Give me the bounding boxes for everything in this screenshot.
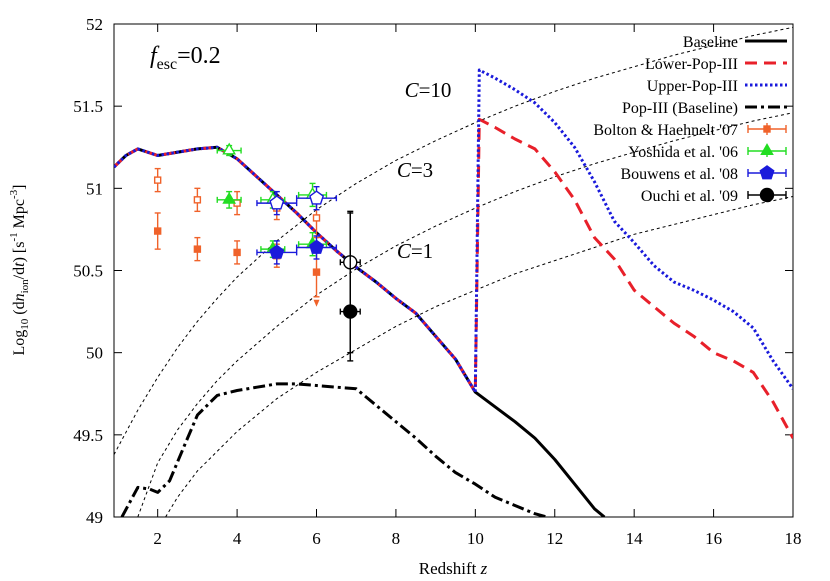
x-tick-label: 2 xyxy=(153,529,162,548)
y-tick-label: 52 xyxy=(86,15,103,34)
clumping-curve xyxy=(114,26,793,455)
ylabel-a: Log xyxy=(11,330,28,356)
legend-label: Yoshida et al. '06 xyxy=(628,144,738,161)
x-tick-label: 16 xyxy=(705,529,722,548)
ylabel-b: 10 xyxy=(19,318,31,330)
data-point-circle xyxy=(759,187,775,203)
ylabel-f: /d xyxy=(11,267,28,279)
y-axis-label: Log10 (dnion/dt) [s-1 Mpc-3] xyxy=(8,185,31,356)
ylabel-h: ) [s xyxy=(11,242,28,263)
data-point-square xyxy=(153,227,162,235)
series-line xyxy=(114,68,793,394)
clumping-curve xyxy=(137,112,793,517)
legend-label: Lower-Pop-III xyxy=(645,56,738,73)
data-point-square xyxy=(193,196,202,204)
ylabel-c: (d xyxy=(11,301,28,318)
model-lines xyxy=(114,68,793,517)
data-point-pentagon xyxy=(759,165,775,180)
fesc-value: =0.2 xyxy=(177,43,221,69)
data-point-square xyxy=(233,248,241,257)
clumping-label-val: =1 xyxy=(411,239,433,263)
data-point-triangle xyxy=(222,191,237,204)
clumping-label: C=10 xyxy=(405,78,452,102)
axis-ticks: 2 4 6 8 10 12 14 16 18 49 49.5 50 50.5 51 51.5 52 xyxy=(73,15,801,548)
legend-label: Bouwens et al. '08 xyxy=(620,166,738,183)
x-tick-label: 6 xyxy=(312,529,321,548)
legend-label: Upper-Pop-III xyxy=(647,78,738,95)
clumping-label-val: =3 xyxy=(411,158,433,182)
ylabel-e: ion xyxy=(19,279,31,294)
data-point-square xyxy=(193,245,202,253)
data-point-pentagon xyxy=(309,239,325,254)
series-line xyxy=(120,382,548,517)
upper-limit-arrow xyxy=(313,299,320,307)
x-tick-label: 18 xyxy=(785,529,802,548)
data-point-pentagon xyxy=(269,195,285,210)
clumping-label: C=3 xyxy=(397,158,433,182)
x-tick-label: 4 xyxy=(233,529,242,548)
x-tick-label: 10 xyxy=(467,529,484,548)
y-tick-label: 51.5 xyxy=(73,97,103,116)
data-point-pentagon xyxy=(269,244,285,259)
ylabel-i: -1 xyxy=(8,232,20,241)
observations xyxy=(153,142,361,362)
curve-labels: C=10C=3C=1 xyxy=(397,78,452,263)
y-tick-label: 50.5 xyxy=(73,262,103,281)
ylabel-k: -3 xyxy=(8,189,20,199)
legend-label: Bolton & Haehnelt '07 xyxy=(593,122,738,139)
y-tick-label: 51 xyxy=(86,179,103,198)
y-tick-label: 49.5 xyxy=(73,426,103,445)
legend-label: Ouchi et al. '09 xyxy=(641,188,738,205)
y-tick-label: 50 xyxy=(86,344,103,363)
ylabel-j: Mpc xyxy=(11,199,28,232)
fesc-annotation: fesc=0.2 xyxy=(150,43,221,73)
x-tick-label: 8 xyxy=(392,529,401,548)
data-point-square xyxy=(763,125,771,133)
x-axis-label-var: z xyxy=(480,559,488,578)
data-point-pentagon xyxy=(309,190,325,205)
x-tick-label: 12 xyxy=(546,529,563,548)
clumping-curve xyxy=(165,196,793,517)
y-tick-label: 49 xyxy=(86,508,103,527)
plot-frame xyxy=(113,23,794,518)
data-point-square xyxy=(312,268,321,276)
x-axis-label: Redshift z xyxy=(419,559,488,578)
clumping-label: C=1 xyxy=(397,239,433,263)
data-point-triangle xyxy=(222,142,237,155)
clumping-label-var: C xyxy=(397,158,412,182)
ylabel-g: t xyxy=(11,262,28,267)
ylabel-l: ] xyxy=(11,185,28,190)
series-line xyxy=(114,117,793,439)
data-point-square xyxy=(312,214,321,222)
clumping-curves xyxy=(114,26,793,517)
fesc-f: f xyxy=(150,43,160,69)
data-point-circle xyxy=(343,304,358,319)
legend-label: Baseline xyxy=(683,34,738,51)
x-tick-label: 14 xyxy=(626,529,644,548)
ylabel-d: n xyxy=(11,293,28,301)
clumping-label-val: =10 xyxy=(419,78,452,102)
legend: Baseline Lower-Pop-III Upper-Pop-III Pop-II… xyxy=(593,34,787,205)
x-axis-label-main: Redshift xyxy=(419,559,481,578)
legend-label: Pop-III (Baseline) xyxy=(622,100,738,117)
series-line xyxy=(114,145,606,517)
fesc-sub: esc xyxy=(157,56,177,73)
clumping-label-var: C xyxy=(397,239,412,263)
data-point-triangle xyxy=(760,143,774,156)
clumping-label-var: C xyxy=(405,78,420,102)
data-point-square xyxy=(153,176,162,184)
